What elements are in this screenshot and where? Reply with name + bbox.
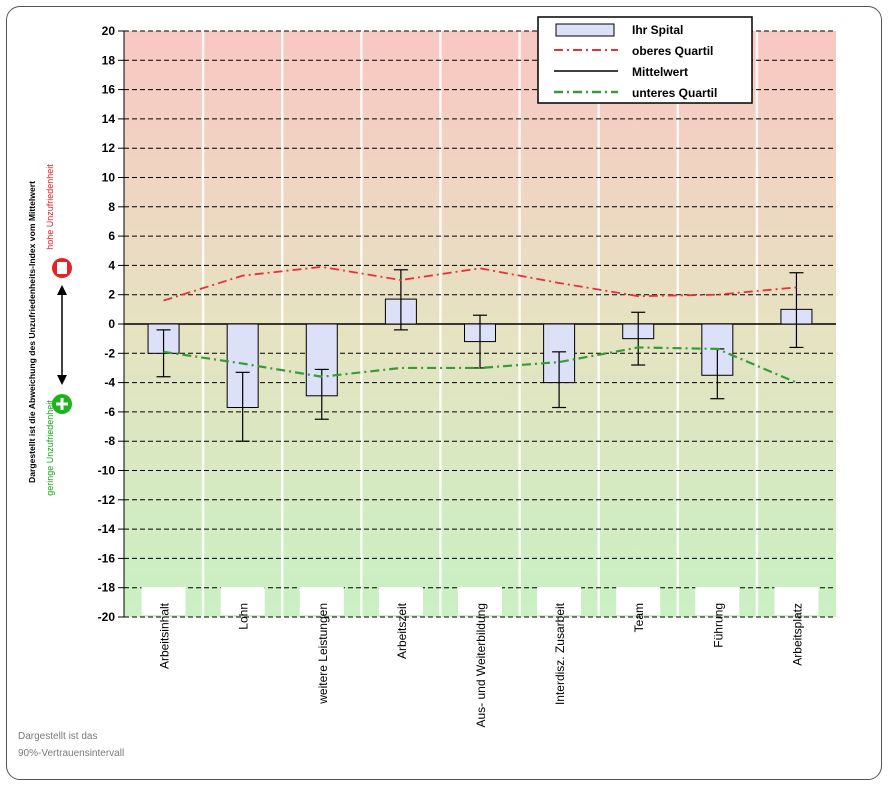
legend-label-mean: Mittelwert: [632, 65, 688, 79]
category-label: Team: [632, 603, 646, 632]
double-arrow-icon: [57, 285, 67, 385]
y-tick-label: 14: [102, 112, 116, 126]
y-tick-label: 16: [102, 83, 116, 97]
low-dissatisfaction-label: geringe Unzufriedenheit: [45, 400, 55, 496]
category-labels: Arbeitsinhalt Lohn weitere Leistungen Arbei…: [141, 587, 819, 728]
y-tick-label: -8: [104, 434, 115, 448]
legend-label-lower: unteres Quartil: [632, 86, 717, 100]
y-tick-label: -16: [98, 551, 116, 565]
category-label-box: [458, 587, 502, 615]
y-tick-label: -20: [98, 610, 116, 624]
legend: Ihr Spital oberes Quartil Mittelwert unt…: [537, 16, 753, 104]
category-label-box: [299, 587, 344, 615]
y-tick-label: -12: [98, 493, 116, 507]
category-label-box: [774, 587, 819, 615]
y-tick-label: 8: [108, 200, 115, 214]
category-label: Arbeitszeit: [395, 602, 409, 659]
lower-quartile-line: [163, 346, 797, 384]
category-label-box: [695, 587, 740, 615]
y-axis-label: Dargestellt ist die Abweichung des Unzuf…: [27, 181, 37, 483]
y-tick-label: -14: [98, 522, 116, 536]
y-axis-ticks: 20181614121086420-2-4-6-8-10-12-14-16-18…: [98, 24, 125, 624]
legend-swatch-bar: [555, 23, 615, 37]
category-label-box: [220, 587, 265, 615]
y-tick-label: 4: [108, 258, 115, 272]
confidence-note: Dargestellt ist das 90%-Vertrauensinterv…: [18, 728, 124, 762]
category-label: weitere Leistungen: [316, 603, 330, 705]
plus-icon: [52, 394, 72, 414]
y-tick-label: 0: [108, 317, 115, 331]
y-tick-label: 12: [102, 141, 116, 155]
y-tick-label: -6: [104, 405, 115, 419]
category-label-box: [378, 587, 423, 615]
legend-label-bar: Ihr Spital: [632, 23, 683, 37]
quartile-lines: [163, 265, 797, 384]
y-tick-label: 10: [102, 171, 116, 185]
category-label: Arbeitsinhalt: [158, 602, 172, 669]
y-tick-label: -18: [98, 581, 116, 595]
category-label-box: [141, 587, 186, 615]
legend-label-upper: oberes Quartil: [632, 44, 713, 58]
category-label-box: [537, 587, 582, 615]
error-bars: [156, 269, 804, 442]
bar: [305, 323, 338, 397]
category-label: Interdisz. Zusarbeit: [553, 602, 567, 705]
confidence-note-line-1: Dargestellt ist das: [18, 731, 98, 742]
category-label: Führung: [711, 603, 725, 648]
y-tick-label: 20: [102, 24, 116, 38]
confidence-note-line-2: 90%-Vertrauensintervall: [18, 748, 125, 759]
minus-icon: [52, 258, 72, 278]
category-label: Lohn: [237, 603, 251, 630]
category-label: Arbeitsplatz: [790, 603, 804, 666]
y-tick-label: 18: [102, 53, 116, 67]
high-dissatisfaction-label: hohe Unzufriedenheit: [45, 164, 55, 250]
upper-quartile-line: [163, 265, 797, 302]
y-tick-label: 2: [108, 288, 115, 302]
y-tick-label: -4: [104, 376, 115, 390]
y-tick-label: 6: [108, 229, 115, 243]
category-label-box: [616, 587, 661, 615]
y-tick-label: -2: [104, 346, 115, 360]
y-tick-label: -10: [98, 464, 116, 478]
category-label: Aus- und Weiterbildung: [474, 603, 488, 728]
